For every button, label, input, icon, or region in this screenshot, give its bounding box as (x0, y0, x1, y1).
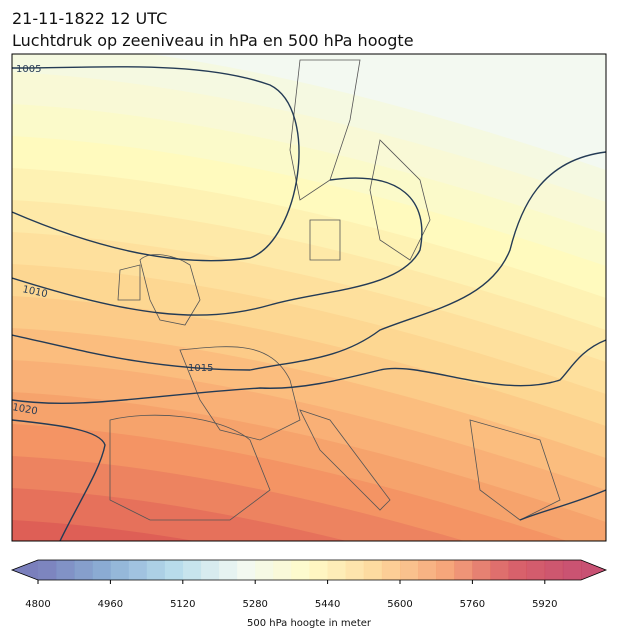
colorbar-cell (562, 560, 582, 580)
colorbar-tick-label: 5440 (315, 599, 340, 610)
colorbar-cell (164, 560, 184, 580)
colorbar-cell (74, 560, 93, 580)
colorbar-outline (10, 559, 608, 581)
colorbar-cell (146, 560, 165, 580)
colorbar-tick-label: 5280 (242, 599, 267, 610)
colorbar-cell (309, 560, 328, 580)
colorbar-cell (508, 560, 527, 580)
isobar-label: 1005 (16, 64, 41, 75)
band (12, 520, 195, 541)
colorbar-cell (255, 560, 274, 580)
colorbar-cell (92, 560, 111, 580)
colorbar-cell (418, 560, 437, 580)
colorbar-cell (454, 560, 473, 580)
coastlines (109, 59, 561, 521)
isobar-label: 1010 (21, 284, 48, 300)
colorbar-cell (38, 560, 57, 580)
colorbar-cell (400, 560, 419, 580)
colorbar-cell (291, 560, 310, 580)
colorbar-tick-label: 4800 (25, 599, 50, 610)
colorbar-cell (544, 560, 564, 580)
colorbar-tick-label: 5600 (387, 599, 412, 610)
colorbar-cell (363, 560, 383, 580)
colorbar-cell (219, 560, 238, 580)
colorbar-cell (526, 560, 546, 580)
colorbar-cell (472, 560, 491, 580)
subtitle: Luchtdruk op zeeniveau in hPa en 500 hPa… (12, 31, 414, 50)
colorbar-cell (200, 560, 220, 580)
colorbar-cell (381, 560, 401, 580)
colorbar-cell (110, 560, 129, 580)
colorbar-cell (56, 560, 75, 580)
isobar-label: 1020 (11, 402, 38, 417)
colorbar-extend (581, 560, 606, 580)
title: 21-11-1822 12 UTC (12, 9, 167, 28)
colorbar-cell (327, 560, 346, 580)
colorbar-label: 500 hPa hoogte in meter (247, 618, 372, 629)
colorbar-tick-label: 5920 (532, 599, 557, 610)
colorbar-cell (345, 560, 365, 580)
colorbar-cell (436, 560, 455, 580)
colorbar-cell (182, 560, 202, 580)
colorbar-cell (237, 560, 256, 580)
colorbar-tick-label: 5760 (460, 599, 485, 610)
colorbar-cell (490, 560, 509, 580)
map-fill (12, 54, 606, 541)
colorbar: 4800 4960 5120 5280 5440 5600 5760 5920 (10, 559, 608, 610)
colorbar-extend (12, 560, 38, 580)
colorbar-tick-label: 4960 (98, 599, 123, 610)
map-frame (11, 53, 607, 542)
isobar-label: 1015 (188, 363, 213, 374)
colorbar-cell (273, 560, 292, 580)
colorbar-tick-label: 5120 (170, 599, 195, 610)
colorbar-cell (128, 560, 147, 580)
isobars (12, 66, 606, 541)
